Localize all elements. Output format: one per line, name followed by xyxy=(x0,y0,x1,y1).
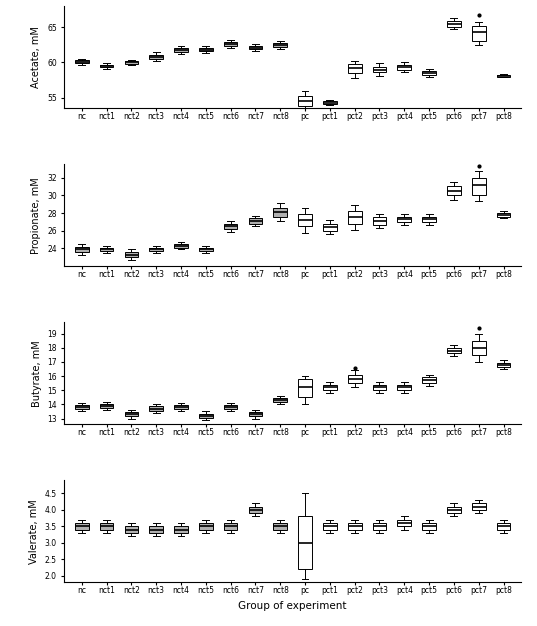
PathPatch shape xyxy=(149,247,163,251)
PathPatch shape xyxy=(199,247,213,251)
PathPatch shape xyxy=(100,64,113,68)
PathPatch shape xyxy=(174,526,188,533)
PathPatch shape xyxy=(397,520,411,526)
PathPatch shape xyxy=(323,384,337,390)
PathPatch shape xyxy=(100,523,113,530)
PathPatch shape xyxy=(373,523,386,530)
PathPatch shape xyxy=(125,252,138,257)
PathPatch shape xyxy=(397,217,411,222)
PathPatch shape xyxy=(100,404,113,408)
PathPatch shape xyxy=(298,96,312,106)
PathPatch shape xyxy=(472,503,485,510)
PathPatch shape xyxy=(447,506,461,513)
PathPatch shape xyxy=(472,341,485,355)
PathPatch shape xyxy=(422,71,436,75)
PathPatch shape xyxy=(422,217,436,222)
PathPatch shape xyxy=(348,211,361,223)
Y-axis label: Propionate, mM: Propionate, mM xyxy=(32,177,41,254)
Y-axis label: Acetate, mM: Acetate, mM xyxy=(32,26,41,88)
PathPatch shape xyxy=(174,48,188,52)
PathPatch shape xyxy=(224,223,237,229)
PathPatch shape xyxy=(149,406,163,411)
PathPatch shape xyxy=(497,523,510,530)
PathPatch shape xyxy=(472,26,485,41)
PathPatch shape xyxy=(422,377,436,383)
PathPatch shape xyxy=(348,523,361,530)
PathPatch shape xyxy=(174,405,188,409)
PathPatch shape xyxy=(75,247,89,252)
PathPatch shape xyxy=(174,244,188,247)
PathPatch shape xyxy=(75,523,89,530)
PathPatch shape xyxy=(447,21,461,27)
PathPatch shape xyxy=(447,187,461,195)
PathPatch shape xyxy=(249,218,262,223)
PathPatch shape xyxy=(323,101,337,104)
PathPatch shape xyxy=(373,67,386,73)
PathPatch shape xyxy=(273,398,287,403)
PathPatch shape xyxy=(125,412,138,416)
Y-axis label: Valerate, mM: Valerate, mM xyxy=(29,499,39,563)
PathPatch shape xyxy=(298,516,312,569)
X-axis label: Group of experiment: Group of experiment xyxy=(238,601,347,611)
PathPatch shape xyxy=(298,379,312,398)
PathPatch shape xyxy=(273,523,287,530)
PathPatch shape xyxy=(224,405,237,409)
PathPatch shape xyxy=(397,384,411,390)
PathPatch shape xyxy=(273,43,287,47)
PathPatch shape xyxy=(75,405,89,409)
PathPatch shape xyxy=(249,506,262,513)
PathPatch shape xyxy=(249,412,262,416)
PathPatch shape xyxy=(224,42,237,46)
PathPatch shape xyxy=(149,54,163,59)
PathPatch shape xyxy=(199,48,213,51)
PathPatch shape xyxy=(224,523,237,530)
PathPatch shape xyxy=(100,247,113,251)
PathPatch shape xyxy=(249,46,262,49)
PathPatch shape xyxy=(497,362,510,367)
PathPatch shape xyxy=(75,60,89,63)
PathPatch shape xyxy=(348,64,361,73)
PathPatch shape xyxy=(472,178,485,195)
PathPatch shape xyxy=(273,208,287,217)
PathPatch shape xyxy=(149,526,163,533)
PathPatch shape xyxy=(497,213,510,217)
PathPatch shape xyxy=(497,75,510,76)
PathPatch shape xyxy=(373,384,386,390)
PathPatch shape xyxy=(348,374,361,383)
PathPatch shape xyxy=(298,214,312,227)
PathPatch shape xyxy=(447,347,461,354)
PathPatch shape xyxy=(125,526,138,533)
PathPatch shape xyxy=(199,523,213,530)
PathPatch shape xyxy=(199,414,213,418)
PathPatch shape xyxy=(397,65,411,69)
PathPatch shape xyxy=(373,217,386,225)
PathPatch shape xyxy=(422,523,436,530)
Y-axis label: Butyrate, mM: Butyrate, mM xyxy=(32,340,42,407)
PathPatch shape xyxy=(323,523,337,530)
PathPatch shape xyxy=(323,223,337,231)
PathPatch shape xyxy=(125,61,138,64)
